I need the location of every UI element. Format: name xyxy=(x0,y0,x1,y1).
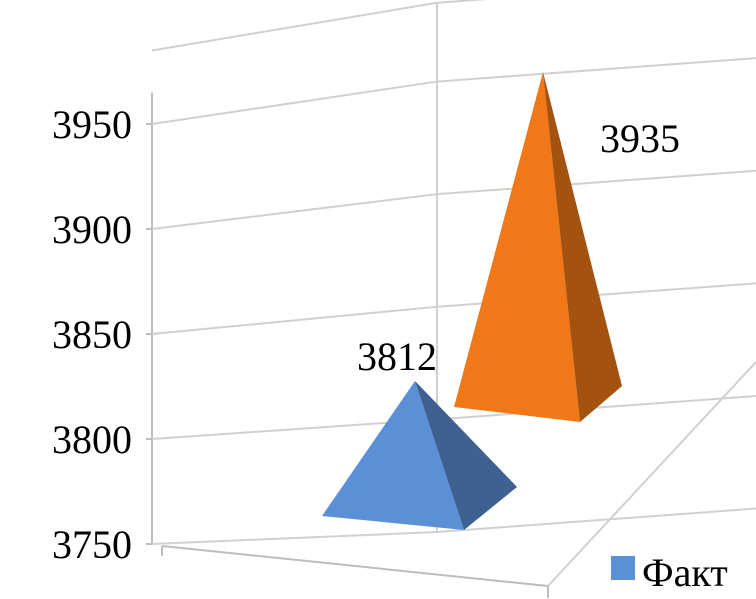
back-wall-gridline xyxy=(436,507,756,533)
y-tick-label: 3950 xyxy=(52,102,132,147)
back-wall-gridline xyxy=(436,57,756,83)
data-label-1: 3935 xyxy=(600,116,680,161)
chart-side-wall xyxy=(151,1,438,545)
back-wall-gridline xyxy=(436,0,488,4)
pyramid-side-face-1 xyxy=(543,72,622,422)
x-axis-front-edge xyxy=(161,545,549,587)
floor-right-edge xyxy=(547,361,756,587)
legend-swatch-fact xyxy=(611,556,635,580)
side-wall-gridline xyxy=(151,80,438,125)
back-wall-gridline xyxy=(436,169,756,196)
y-tick-label: 3800 xyxy=(52,417,132,462)
y-axis-tick-labels: 3750 3800 3850 3900 3950 xyxy=(52,102,152,567)
side-wall-gridline xyxy=(151,531,438,545)
pyramid-front-face-0 xyxy=(322,381,464,530)
pyramid-side-face-0 xyxy=(415,381,517,530)
chart-back-wall xyxy=(436,0,756,533)
y-tick-label: 3900 xyxy=(52,207,132,252)
data-label-0: 3812 xyxy=(357,334,437,379)
side-wall-gridline xyxy=(151,1,438,52)
pyramid-front-face-1 xyxy=(454,72,580,422)
chart-marks xyxy=(322,72,622,530)
side-wall-gridline xyxy=(151,305,438,335)
data-labels: 3812 3935 xyxy=(357,116,680,379)
legend: Факт xyxy=(611,550,728,595)
side-wall-gridline xyxy=(151,193,438,230)
legend-label-fact: Факт xyxy=(642,550,728,595)
chart-floor xyxy=(161,361,756,598)
y-tick-label: 3750 xyxy=(52,522,132,567)
y-tick-label: 3850 xyxy=(52,312,132,357)
